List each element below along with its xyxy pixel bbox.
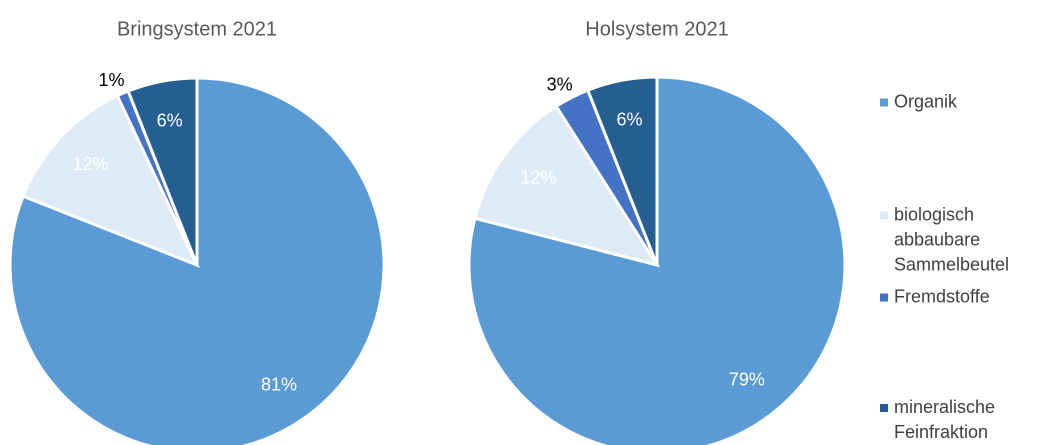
data-label: 79%: [729, 370, 765, 390]
chart-title: Bringsystem 2021: [117, 18, 277, 40]
data-label: 12%: [73, 154, 109, 174]
legend-swatch: [880, 404, 888, 412]
legend-label: Fremdstoffe: [894, 286, 990, 307]
legend-swatch: [880, 98, 888, 107]
pie-slice: [473, 104, 661, 268]
legend-label: mineralische Feinfraktion: [894, 397, 996, 442]
legend-label: biologisch abbaubare Sammelbeutel: [894, 204, 1010, 275]
data-label: 6%: [617, 110, 643, 130]
chart-title: Holsystem 2021: [585, 18, 728, 40]
legend-item: biologisch abbaubare Sammelbeutel: [880, 203, 1020, 278]
data-label: 12%: [520, 168, 556, 188]
data-label: 1%: [99, 70, 125, 90]
legend-item: Fremdstoffe: [880, 285, 1020, 310]
data-label: 6%: [157, 110, 183, 130]
legend-swatch: [880, 293, 888, 302]
legend-label: Organik: [894, 91, 958, 112]
pie-slice: [126, 76, 199, 266]
legend-item: mineralische Feinfraktion: [880, 395, 1020, 445]
legend-swatch: [880, 211, 888, 220]
pie-slice: [21, 93, 200, 268]
data-label: 81%: [261, 374, 297, 394]
pie-slice: [585, 75, 659, 266]
data-label: 3%: [547, 75, 573, 95]
legend-item: Organik: [880, 90, 1020, 115]
